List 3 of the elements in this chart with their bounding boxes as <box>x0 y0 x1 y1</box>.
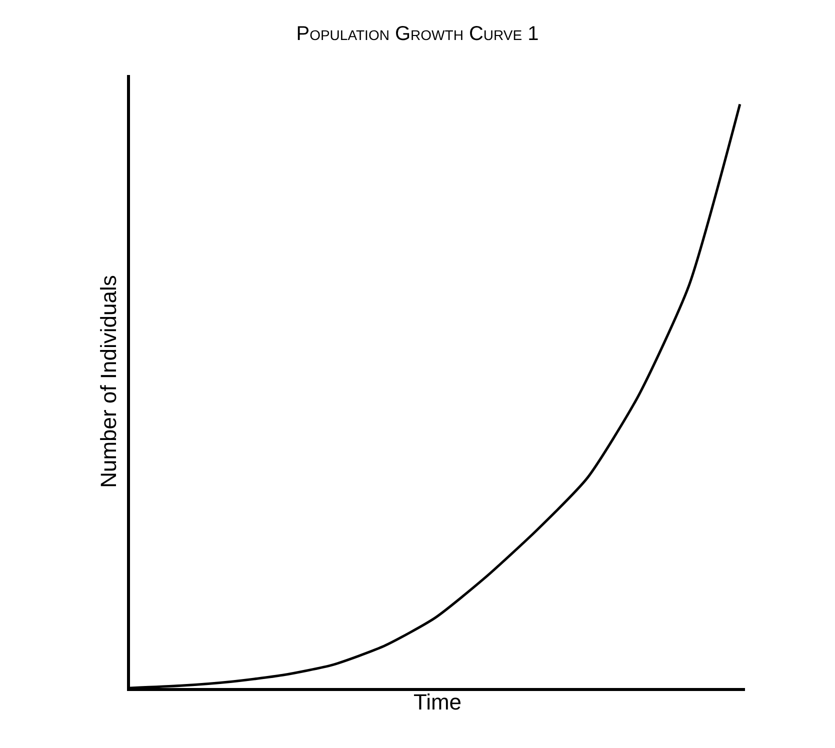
y-axis-title: Number of Individuals <box>96 275 122 488</box>
x-axis-title: Time <box>413 690 462 715</box>
chart-title: Population Growth Curve 1 <box>296 23 539 46</box>
